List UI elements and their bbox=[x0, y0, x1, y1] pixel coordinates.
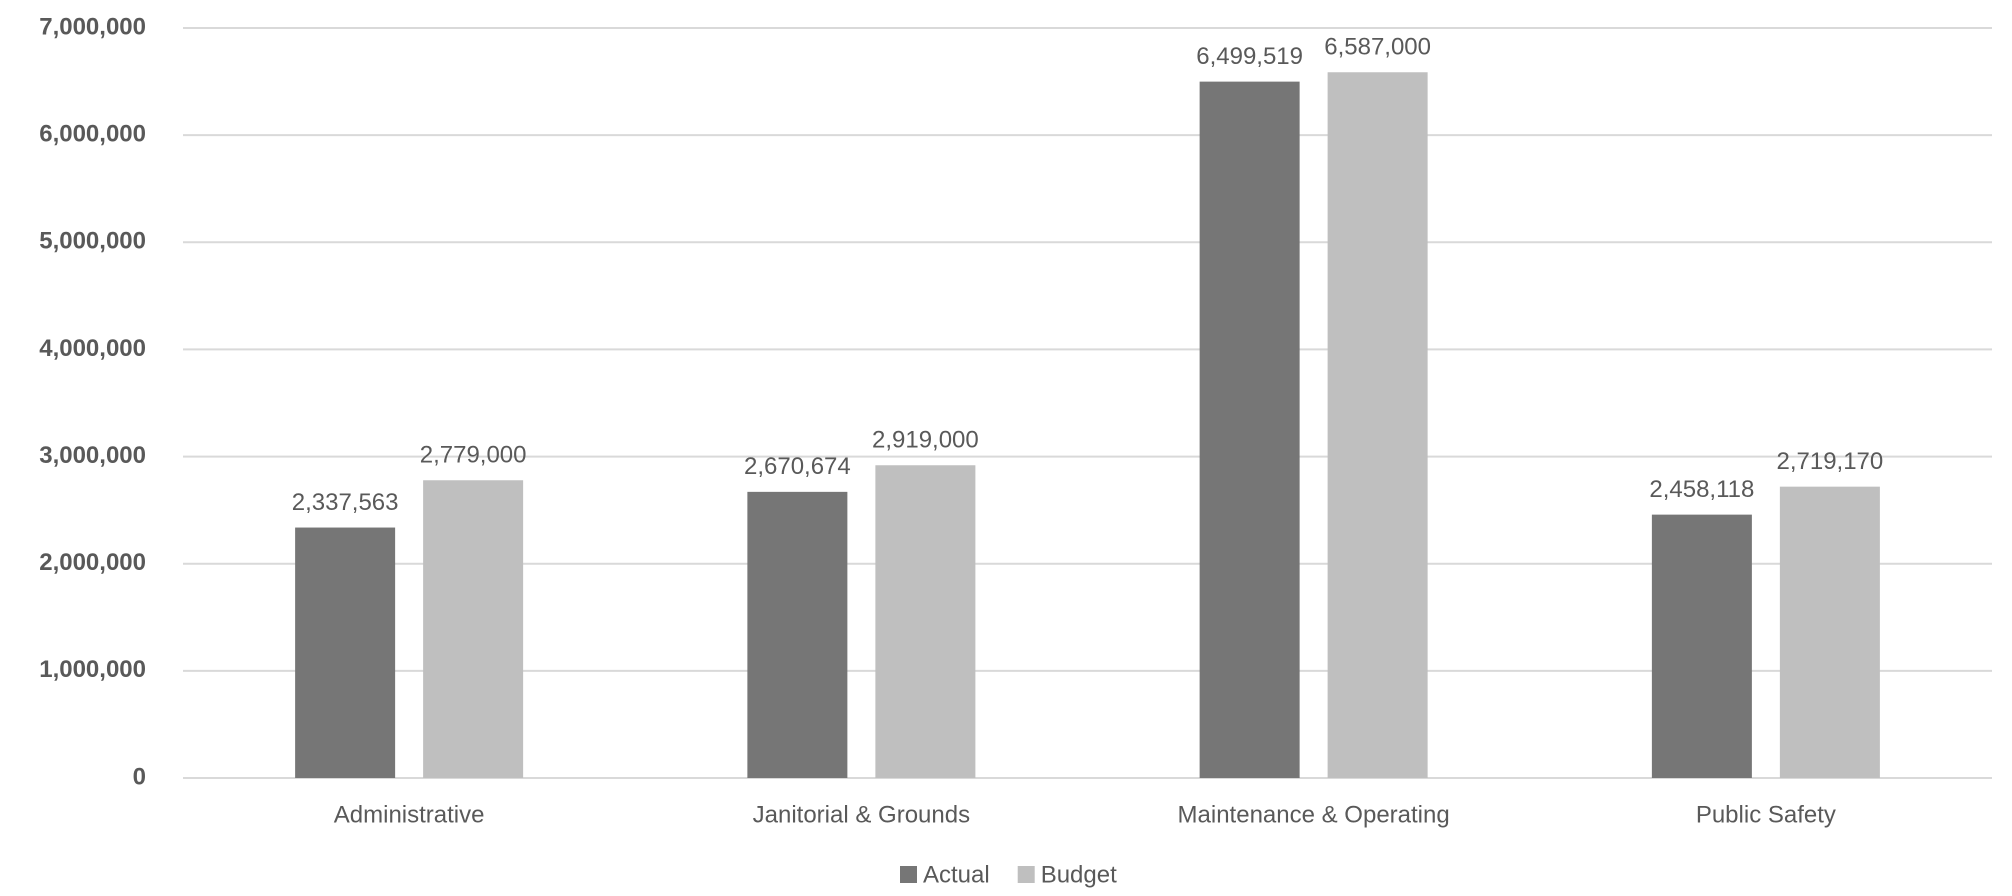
y-tick-label: 7,000,000 bbox=[39, 13, 146, 40]
data-label: 2,337,563 bbox=[292, 489, 399, 516]
legend-swatch bbox=[900, 866, 917, 883]
data-label: 6,587,000 bbox=[1324, 34, 1431, 61]
bar bbox=[1199, 81, 1300, 778]
bar bbox=[295, 527, 396, 778]
x-tick-label: Administrative bbox=[334, 801, 485, 828]
bar bbox=[875, 465, 976, 778]
data-label: 2,670,674 bbox=[744, 453, 851, 480]
data-label: 2,458,118 bbox=[1649, 476, 1754, 503]
legend-swatch bbox=[1017, 866, 1035, 883]
x-tick-label: Janitorial & Grounds bbox=[753, 801, 970, 828]
data-label: 2,919,000 bbox=[872, 427, 979, 454]
y-tick-label: 4,000,000 bbox=[39, 335, 146, 362]
bar bbox=[1327, 72, 1428, 778]
bar bbox=[423, 480, 524, 778]
y-tick-label: 5,000,000 bbox=[39, 228, 146, 255]
x-tick-label: Public Safety bbox=[1696, 801, 1836, 828]
bar bbox=[747, 491, 848, 778]
legend-label: Budget bbox=[1041, 861, 1117, 888]
y-tick-label: 1,000,000 bbox=[39, 656, 146, 683]
x-tick-label: Maintenance & Operating bbox=[1178, 801, 1450, 828]
y-tick-label: 6,000,000 bbox=[39, 120, 146, 147]
legend-label: Actual bbox=[923, 861, 990, 888]
data-label: 2,779,000 bbox=[420, 442, 527, 469]
data-label: 2,719,170 bbox=[1776, 448, 1883, 475]
y-tick-label: 0 bbox=[133, 763, 146, 790]
y-tick-label: 3,000,000 bbox=[39, 442, 146, 469]
bar bbox=[1779, 486, 1880, 778]
y-tick-label: 2,000,000 bbox=[39, 549, 146, 576]
data-label: 6,499,519 bbox=[1196, 43, 1303, 70]
bar bbox=[1651, 514, 1752, 778]
